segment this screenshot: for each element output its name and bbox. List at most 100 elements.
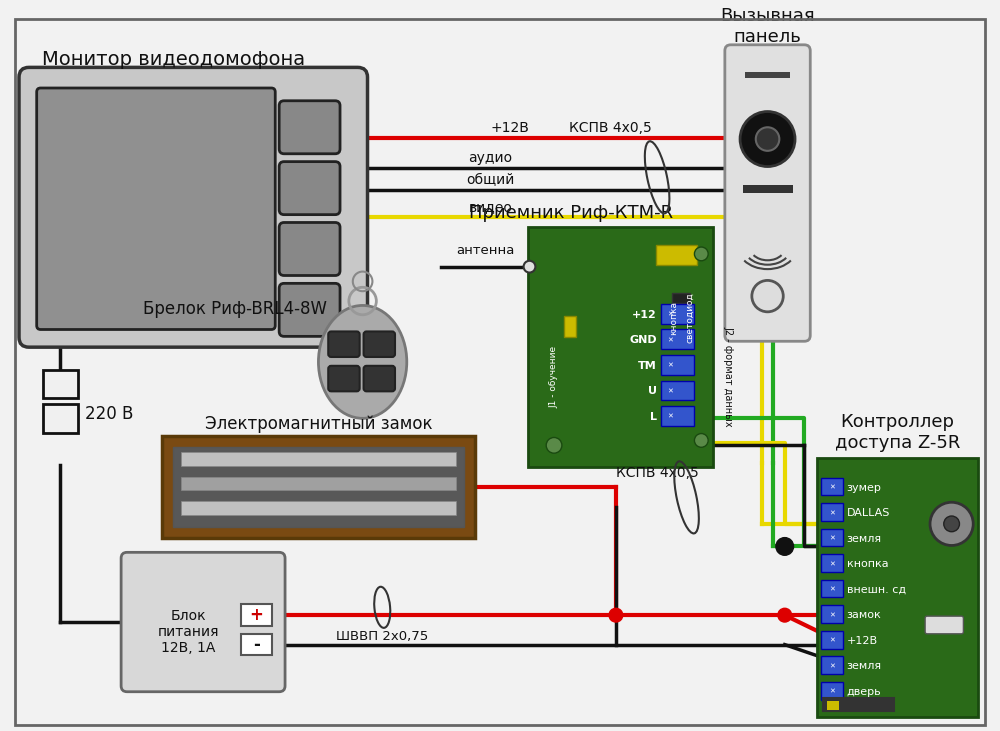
Text: дверь: дверь [847,686,881,697]
Text: Электромагнитный замок: Электромагнитный замок [205,414,432,433]
FancyBboxPatch shape [279,284,340,336]
FancyBboxPatch shape [121,553,285,692]
FancyBboxPatch shape [19,67,368,347]
Circle shape [776,537,794,556]
FancyBboxPatch shape [279,101,340,154]
FancyBboxPatch shape [241,605,272,626]
Text: видео: видео [468,200,512,213]
FancyBboxPatch shape [528,227,713,467]
Text: +12В: +12В [490,121,529,135]
Circle shape [756,127,779,151]
Text: ✕: ✕ [829,510,835,516]
Bar [827,700,839,711]
Bar [672,293,690,303]
Circle shape [524,261,535,273]
Circle shape [609,608,623,622]
Text: внешн. сд: внешн. сд [847,585,906,594]
FancyBboxPatch shape [43,370,78,398]
Circle shape [752,281,783,312]
Text: L: L [650,412,657,422]
Text: ✕: ✕ [829,536,835,542]
Text: ✕: ✕ [667,363,673,369]
Text: ✕: ✕ [829,587,835,593]
Text: кнопка: кнопка [669,300,678,335]
Text: ✕: ✕ [829,663,835,669]
FancyBboxPatch shape [821,631,843,648]
Bar [564,316,576,337]
Text: J1 - обучение: J1 - обучение [550,346,559,408]
FancyBboxPatch shape [821,529,843,547]
Bar [181,452,456,466]
Text: ✕: ✕ [829,637,835,644]
Text: ✕: ✕ [667,388,673,394]
Circle shape [546,437,562,453]
Text: ✕: ✕ [829,561,835,567]
FancyBboxPatch shape [821,682,843,700]
Circle shape [694,433,708,447]
Text: ✕: ✕ [829,485,835,491]
FancyBboxPatch shape [43,404,78,433]
FancyBboxPatch shape [241,634,272,656]
Circle shape [944,516,959,531]
FancyBboxPatch shape [823,697,894,711]
Text: +: + [250,606,264,624]
Text: земля: земля [847,534,882,544]
FancyBboxPatch shape [821,503,843,521]
Text: +12: +12 [632,310,657,319]
FancyBboxPatch shape [173,447,464,527]
FancyBboxPatch shape [328,366,360,391]
Text: Монитор видеодомофона: Монитор видеодомофона [42,50,305,69]
Text: -: - [253,636,260,654]
Text: ✕: ✕ [667,414,673,420]
FancyBboxPatch shape [37,88,275,330]
Text: U: U [648,387,657,396]
FancyBboxPatch shape [279,222,340,276]
FancyBboxPatch shape [279,162,340,215]
FancyBboxPatch shape [364,366,395,391]
Text: зумер: зумер [847,482,881,493]
FancyBboxPatch shape [821,580,843,597]
FancyBboxPatch shape [925,616,963,634]
FancyBboxPatch shape [817,458,978,717]
FancyBboxPatch shape [725,45,810,341]
Text: общий: общий [466,173,514,187]
Text: ✕: ✕ [667,337,673,344]
Text: GND: GND [629,336,657,345]
FancyBboxPatch shape [661,304,694,324]
FancyBboxPatch shape [656,245,697,265]
Bar [743,185,793,193]
Text: ✕: ✕ [829,689,835,694]
Text: Блок
питания
12В, 1А: Блок питания 12В, 1А [158,609,219,655]
FancyBboxPatch shape [821,554,843,572]
Text: кнопка: кнопка [847,559,888,569]
Text: 220 В: 220 В [85,405,133,423]
Text: +12В: +12В [847,636,878,645]
Text: ✕: ✕ [667,311,673,318]
Ellipse shape [318,306,407,418]
FancyBboxPatch shape [821,478,843,496]
Text: DALLAS: DALLAS [847,508,890,518]
Text: земля: земля [847,662,882,671]
FancyBboxPatch shape [661,381,694,400]
Text: аудио: аудио [468,151,512,164]
Bar [181,477,456,491]
Text: Приемник Риф-КТМ-R: Приемник Риф-КТМ-R [469,203,673,221]
Text: ШВВП 2х0,75: ШВВП 2х0,75 [336,629,428,643]
Circle shape [740,112,795,167]
Text: замок: замок [847,610,881,620]
Bar [745,72,790,78]
Circle shape [778,608,792,622]
FancyBboxPatch shape [661,406,694,425]
FancyBboxPatch shape [821,656,843,674]
Text: светодиод: светодиод [685,292,694,343]
Bar [181,501,456,515]
Circle shape [694,247,708,261]
Text: ✕: ✕ [829,612,835,618]
Text: Вызывная
панель: Вызывная панель [720,7,815,46]
Text: TM: TM [638,361,657,371]
FancyBboxPatch shape [661,355,694,375]
Text: J2 - формат данных: J2 - формат данных [724,326,734,427]
FancyBboxPatch shape [162,436,475,537]
FancyBboxPatch shape [661,330,694,349]
FancyBboxPatch shape [364,331,395,357]
